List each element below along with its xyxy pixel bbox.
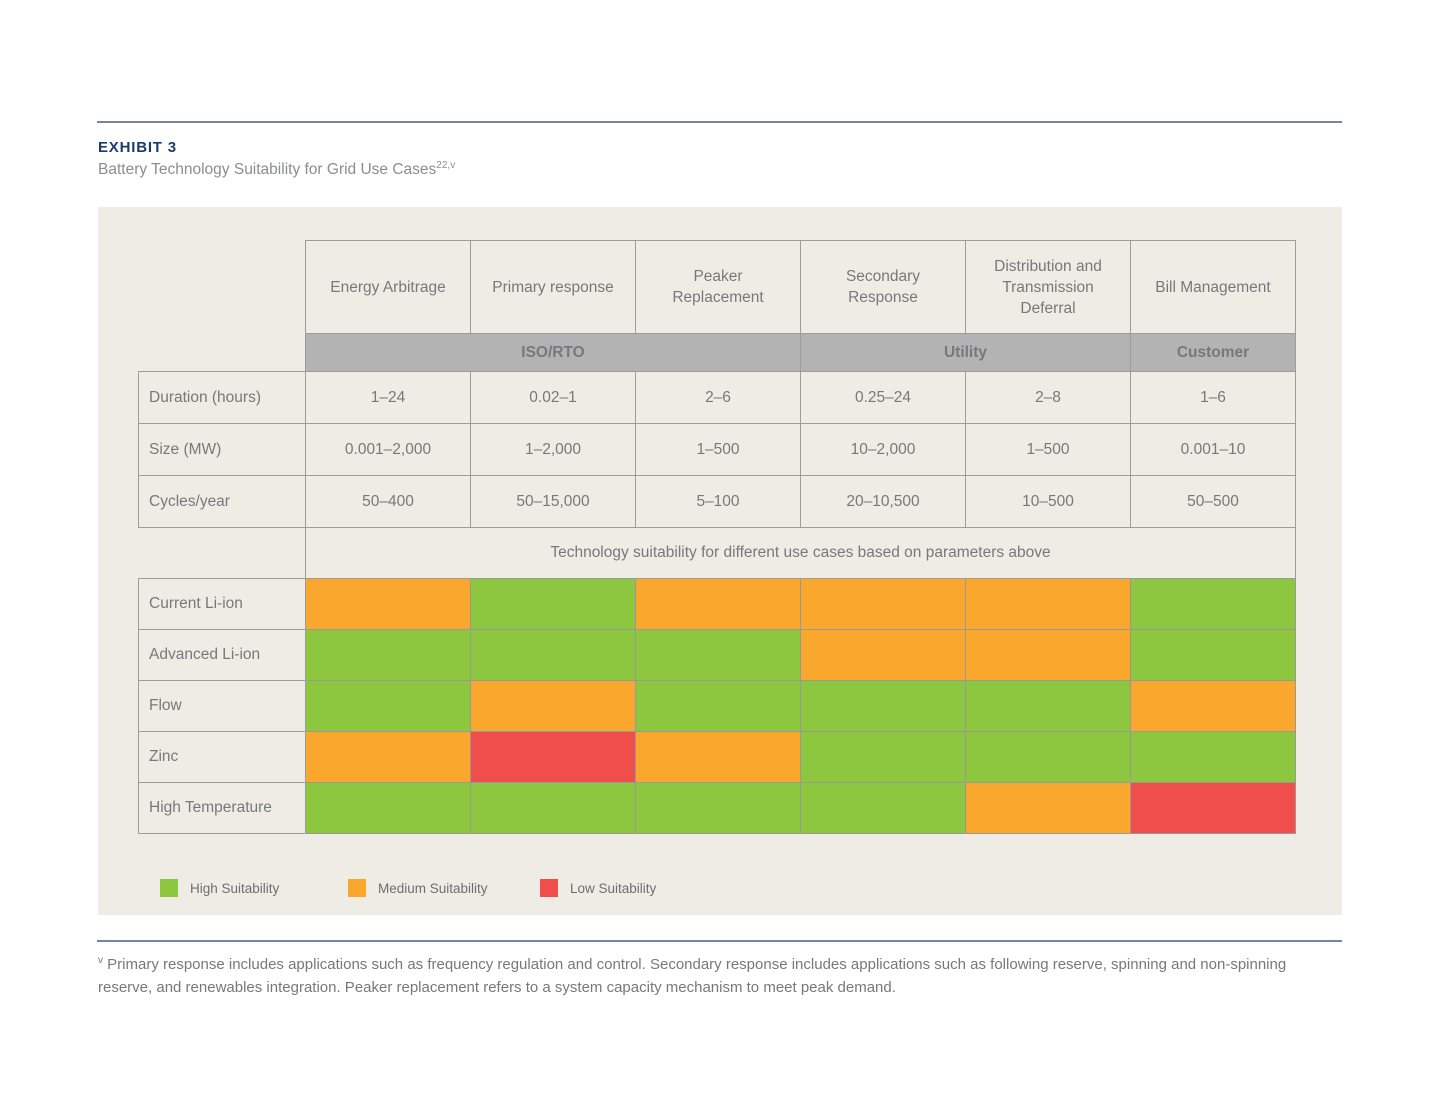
- suitability-note-cell: Technology suitability for different use…: [305, 527, 1296, 579]
- column-header-cell: Peaker Replacement: [635, 240, 801, 334]
- suitability-cell-high: [635, 782, 801, 834]
- exhibit-title-text: Battery Technology Suitability for Grid …: [98, 161, 437, 179]
- suitability-cell-high: [1130, 578, 1296, 630]
- param-value-cell: 1–2,000: [470, 423, 636, 476]
- column-header-cell: Energy Arbitrage: [305, 240, 471, 334]
- corner-spacer: [139, 528, 306, 579]
- exhibit-panel: Energy Arbitrage Primary response Peaker R…: [98, 207, 1342, 915]
- legend-swatch-low: [540, 879, 558, 897]
- suitability-cell-medium: [965, 629, 1131, 681]
- legend-label: High Suitability: [190, 880, 280, 896]
- param-row-label: Size (MW): [138, 423, 306, 476]
- column-header-cell: Bill Management: [1130, 240, 1296, 334]
- legend-swatch-high: [160, 879, 178, 897]
- param-value-cell: 50–400: [305, 475, 471, 528]
- legend-item-high: High Suitability: [160, 879, 279, 897]
- param-value-cell: 0.001–10: [1130, 423, 1296, 476]
- suitability-cell-high: [965, 731, 1131, 783]
- footnote-text: Primary response includes applications s…: [98, 956, 1287, 996]
- param-value-cell: 1–24: [305, 371, 471, 424]
- exhibit-title: Battery Technology Suitability for Grid …: [98, 160, 455, 179]
- param-value-cell: 50–15,000: [470, 475, 636, 528]
- suitability-cell-high: [1130, 731, 1296, 783]
- param-value-cell: 1–500: [965, 423, 1131, 476]
- suitability-cell-medium: [965, 782, 1131, 834]
- param-value-cell: 2–8: [965, 371, 1131, 424]
- suitability-cell-high: [635, 680, 801, 732]
- footnote-marker: v: [98, 955, 103, 966]
- param-value-cell: 5–100: [635, 475, 801, 528]
- suitability-cell-medium: [635, 578, 801, 630]
- suitability-cell-high: [305, 629, 471, 681]
- suitability-cell-medium: [965, 578, 1131, 630]
- param-value-cell: 2–6: [635, 371, 801, 424]
- suitability-cell-high: [305, 782, 471, 834]
- param-value-cell: 20–10,500: [800, 475, 966, 528]
- suitability-cell-high: [800, 782, 966, 834]
- column-header-cell: Primary response: [470, 240, 636, 334]
- param-value-cell: 50–500: [1130, 475, 1296, 528]
- footnote: v Primary response includes applications…: [98, 950, 1330, 999]
- suitability-cell-medium: [305, 731, 471, 783]
- suitability-cell-high: [965, 680, 1131, 732]
- group-band-cell: Utility: [800, 333, 1131, 372]
- tech-row-label: Zinc: [138, 731, 306, 783]
- param-value-cell: 0.001–2,000: [305, 423, 471, 476]
- legend-swatch-medium: [348, 879, 366, 897]
- param-row-label: Duration (hours): [138, 371, 306, 424]
- suitability-cell-medium: [635, 731, 801, 783]
- legend-label: Low Suitability: [570, 880, 657, 896]
- group-band-cell: Customer: [1130, 333, 1296, 372]
- param-row-label: Cycles/year: [138, 475, 306, 528]
- suitability-cell-high: [635, 629, 801, 681]
- corner-spacer: [139, 334, 306, 372]
- param-value-cell: 10–2,000: [800, 423, 966, 476]
- param-value-cell: 10–500: [965, 475, 1131, 528]
- suitability-cell-high: [800, 731, 966, 783]
- param-value-cell: 0.02–1: [470, 371, 636, 424]
- tech-row-label: High Temperature: [138, 782, 306, 834]
- top-rule: [97, 121, 1342, 123]
- suitability-cell-high: [1130, 629, 1296, 681]
- legend-item-medium: Medium Suitability: [348, 879, 488, 897]
- suitability-cell-medium: [800, 578, 966, 630]
- column-header-cell: Distribution and Transmission Deferral: [965, 240, 1131, 334]
- suitability-cell-low: [470, 731, 636, 783]
- group-band-cell: ISO/RTO: [305, 333, 801, 372]
- column-header-cell: Secondary Response: [800, 240, 966, 334]
- suitability-cell-high: [305, 680, 471, 732]
- bottom-rule: [97, 940, 1342, 942]
- suitability-cell-high: [470, 782, 636, 834]
- suitability-cell-low: [1130, 782, 1296, 834]
- suitability-cell-medium: [305, 578, 471, 630]
- exhibit-label: EXHIBIT 3: [98, 139, 177, 156]
- tech-row-label: Advanced Li-ion: [138, 629, 306, 681]
- legend: High Suitability Medium Suitability Low Su…: [98, 879, 1342, 899]
- param-value-cell: 1–500: [635, 423, 801, 476]
- corner-spacer: [139, 241, 306, 334]
- suitability-cell-high: [800, 680, 966, 732]
- param-value-cell: 1–6: [1130, 371, 1296, 424]
- suitability-cell-high: [470, 578, 636, 630]
- tech-row-label: Current Li-ion: [138, 578, 306, 630]
- legend-label: Medium Suitability: [378, 880, 488, 896]
- suitability-cell-medium: [1130, 680, 1296, 732]
- tech-row-label: Flow: [138, 680, 306, 732]
- suitability-cell-medium: [800, 629, 966, 681]
- exhibit-title-superscript: 22,v: [436, 160, 456, 171]
- legend-item-low: Low Suitability: [540, 879, 656, 897]
- param-value-cell: 0.25–24: [800, 371, 966, 424]
- suitability-cell-high: [470, 629, 636, 681]
- suitability-cell-medium: [470, 680, 636, 732]
- suitability-table: Energy Arbitrage Primary response Peaker R…: [138, 240, 1296, 834]
